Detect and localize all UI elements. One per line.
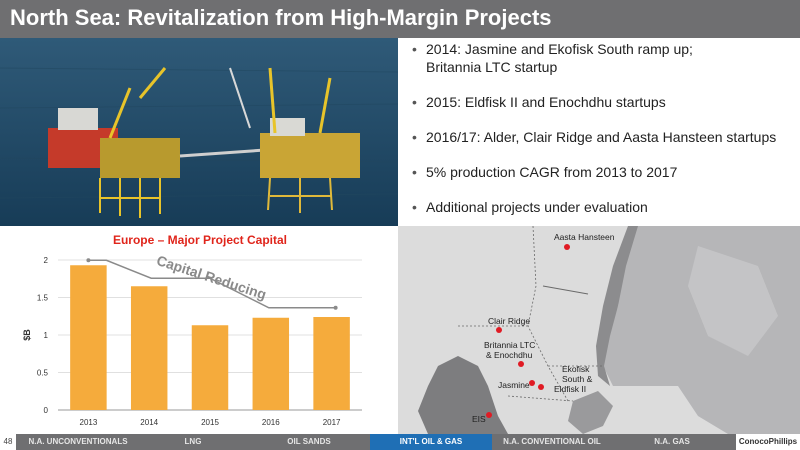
uk-landmass	[418, 356, 508, 434]
nav-lng[interactable]: LNG	[184, 437, 202, 446]
nav-na-conventional-oil[interactable]: N.A. CONVENTIONAL OIL	[503, 437, 601, 446]
y-tick-label: 1	[44, 331, 49, 340]
map-label-eis: EIS	[472, 414, 486, 424]
y-tick-label: 0.5	[37, 369, 49, 378]
y-tick-label: 1.5	[37, 294, 49, 303]
bar-chart-svg: Europe – Major Project Capital 0 0.5 1 1.5 2 $…	[22, 233, 362, 427]
x-tick-label: 2015	[201, 418, 219, 427]
page-number: 48	[0, 434, 16, 450]
map-label-britannia-2: & Enochdhu	[486, 350, 533, 360]
map-label-ekofisk-3: Eldfisk II	[554, 384, 587, 394]
marker-clair	[496, 327, 502, 333]
map-label-jasmine: Jasmine	[498, 380, 530, 390]
y-tick-label: 0	[44, 406, 49, 415]
company-logo: ConocoPhillips	[736, 434, 800, 450]
x-tick-label: 2017	[323, 418, 341, 427]
trend-line	[88, 259, 336, 309]
title-bar: North Sea: Revitalization from High-Marg…	[0, 0, 800, 38]
sweden-landmass	[688, 246, 778, 356]
map-label-ekofisk-1: Ekofisk	[562, 364, 590, 374]
x-tick-label: 2014	[140, 418, 158, 427]
y-tick-label: 2	[44, 256, 49, 265]
bullet-item: 2015: Eldfisk II and Enochdhu startups	[410, 93, 800, 111]
marker-eis	[486, 412, 492, 418]
y-axis-label: $B	[22, 329, 32, 341]
north-sea-map: Aasta Hansteen Clair Ridge Britannia LTC…	[398, 226, 800, 434]
platform-image	[0, 38, 398, 226]
trend-end-dot	[333, 305, 338, 310]
denmark-landmass	[568, 391, 613, 434]
map-label-aasta: Aasta Hansteen	[554, 232, 615, 242]
capital-chart: Europe – Major Project Capital 0 0.5 1 1.5 2 $…	[0, 226, 398, 434]
bullet-list: 2014: Jasmine and Ekofisk South ramp up;…	[410, 40, 800, 233]
norway-coast	[596, 226, 638, 386]
marker-aasta	[564, 244, 570, 250]
map-svg	[398, 226, 800, 434]
x-tick-label: 2013	[80, 418, 98, 427]
nav-intl-oil-gas[interactable]: INT'L OIL & GAS	[370, 434, 492, 450]
nav-na-unconventionals[interactable]: N.A. UNCONVENTIONALS	[28, 437, 128, 446]
bullet-item: Additional projects under evaluation	[410, 198, 800, 216]
chart-title: Europe – Major Project Capital	[113, 233, 287, 247]
bullet-line: 2014: Jasmine and Ekofisk South ramp up;	[426, 41, 693, 57]
bullet-item: 2014: Jasmine and Ekofisk South ramp up;…	[410, 40, 800, 76]
boundary-lines	[458, 226, 603, 402]
marker-britannia	[518, 361, 524, 367]
trend-start-dot	[86, 258, 91, 263]
nav-oil-sands[interactable]: OIL SANDS	[287, 437, 331, 446]
bar	[191, 325, 229, 410]
bullet-item: 5% production CAGR from 2013 to 2017	[410, 163, 800, 181]
bar	[130, 286, 168, 410]
nav-na-gas[interactable]: N.A. GAS	[654, 437, 690, 446]
slide-title: North Sea: Revitalization from High-Marg…	[10, 5, 552, 30]
bullet-line: Britannia LTC startup	[426, 59, 558, 75]
offshore-platform-photo	[0, 38, 398, 226]
marker-ekofisk	[538, 384, 544, 390]
bar	[70, 265, 107, 410]
map-label-clair: Clair Ridge	[488, 316, 531, 326]
map-label-britannia-1: Britannia LTC	[484, 340, 536, 350]
footer-nav: 48 N.A. UNCONVENTIONALS LNG OIL SANDS IN…	[0, 434, 800, 450]
bar	[252, 317, 290, 410]
bullet-item: 2016/17: Alder, Clair Ridge and Aasta Ha…	[410, 128, 800, 146]
marker-jasmine	[529, 380, 535, 386]
bar	[313, 317, 350, 410]
map-label-ekofisk-2: South &	[562, 374, 593, 384]
x-tick-label: 2016	[262, 418, 280, 427]
